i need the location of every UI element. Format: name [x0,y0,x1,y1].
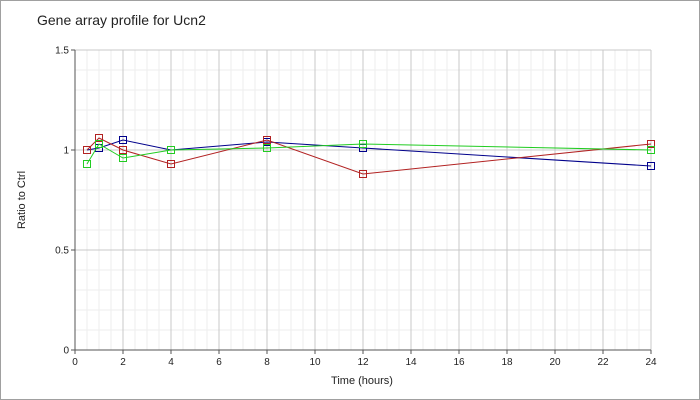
x-axis-label: Time (hours) [331,375,393,387]
series-2 [83,134,655,178]
y-tick-label: 1 [63,146,69,157]
y-tick-label: 0 [63,346,69,357]
x-tick-label: 18 [501,357,513,368]
series-3-point [167,146,175,154]
chart-title: Gene array profile for Ucn2 [37,12,206,28]
series-3 [83,140,655,168]
x-tick-label: 24 [645,357,657,368]
x-tick-label: 2 [120,357,126,368]
series-3-point [359,140,367,148]
major-grid [74,49,652,351]
series-2-point [119,146,127,154]
y-axis-label: Ratio to Ctrl [16,171,28,229]
series-1-point [119,136,127,144]
series-2-point [167,160,175,168]
x-tick-label: 20 [549,357,561,368]
series-3-point [95,140,103,148]
x-tick-label: 6 [216,357,222,368]
x-tick-label: 0 [72,357,78,368]
series-3-line [86,143,652,165]
series-3-point [263,144,271,152]
series-2-point [95,134,103,142]
x-tick-label: 12 [357,357,369,368]
series-2-point [83,146,91,154]
series-2-point [647,140,655,148]
x-tick-label: 8 [264,357,270,368]
series-3-point [83,160,91,168]
series-3-point [119,154,127,162]
x-tick-label: 14 [405,357,417,368]
x-tick-label: 16 [453,357,465,368]
series-3-point [647,146,655,154]
x-tick-label: 22 [597,357,609,368]
series-1-point [647,162,655,170]
series-2-point [359,170,367,178]
x-tick-label: 4 [168,357,174,368]
y-tick-label: 0.5 [55,246,69,257]
series-2-point [263,136,271,144]
axes [71,49,652,354]
x-tick-label: 10 [309,357,321,368]
series-group [83,134,655,178]
series-2-line [86,137,652,175]
y-tick-label: 1.5 [55,46,69,57]
